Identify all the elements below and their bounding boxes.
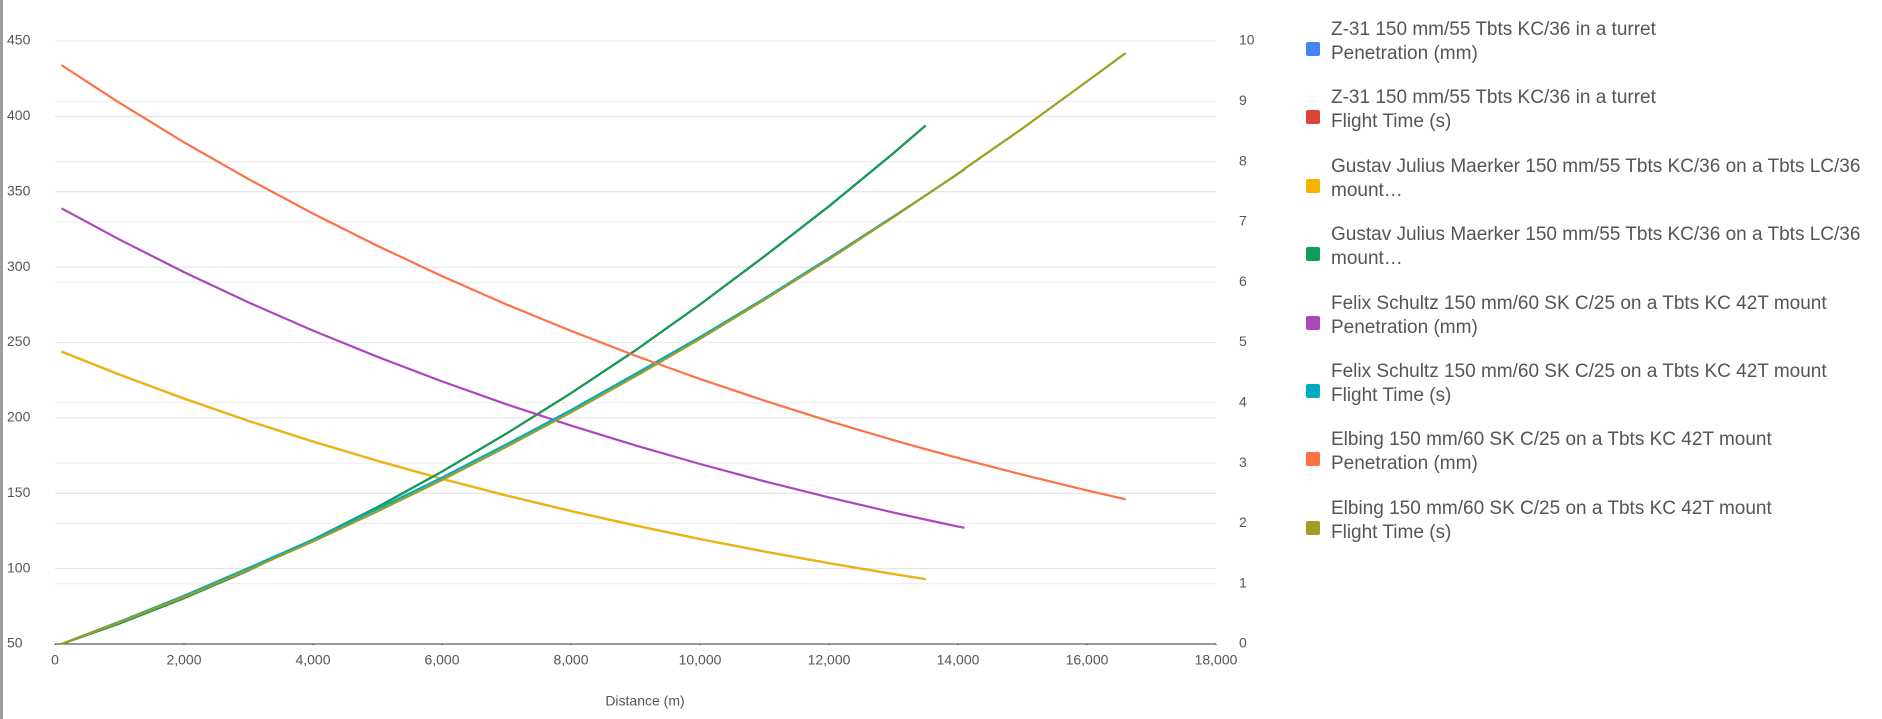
y2-tick-label: 3 [1239, 454, 1247, 470]
y-tick-label: 50 [7, 635, 23, 651]
legend-label: Felix Schultz 150 mm/60 SK C/25 on a Tbt… [1331, 292, 1827, 338]
legend-swatch [1306, 383, 1320, 398]
legend-label: Gustav Julius Maerker 150 mm/55 Tbts KC/… [1331, 155, 1861, 201]
legend-item: Z-31 150 mm/55 Tbts KC/36 in a turret Fl… [1303, 86, 1882, 154]
series-line [60, 207, 965, 529]
series-line [61, 350, 926, 581]
x-tick-label: 14,000 [937, 652, 980, 668]
y-tick-label: 250 [7, 333, 31, 349]
legend-swatch [1306, 178, 1320, 193]
legend-item: Felix Schultz 150 mm/60 SK C/25 on a Tbt… [1303, 360, 1882, 428]
legend-label: Elbing 150 mm/60 SK C/25 on a Tbts KC 42… [1331, 497, 1772, 543]
series-line [61, 350, 926, 581]
legend-swatch [1306, 315, 1320, 330]
legend-item: Felix Schultz 150 mm/60 SK C/25 on a Tbt… [1303, 292, 1882, 360]
y-tick-label: 200 [7, 409, 31, 425]
y2-tick-label: 9 [1239, 92, 1247, 108]
x-axis-title: Distance (m) [605, 693, 684, 709]
x-tick-label: 10,000 [679, 652, 722, 668]
x-tick-label: 18,000 [1195, 652, 1238, 668]
legend-swatch [1306, 520, 1320, 535]
x-tick-label: 4,000 [295, 652, 330, 668]
legend-item: Elbing 150 mm/60 SK C/25 on a Tbts KC 42… [1303, 497, 1882, 565]
series-line [61, 52, 1127, 646]
x-tick-label: 2,000 [166, 652, 201, 668]
legend-item: Elbing 150 mm/60 SK C/25 on a Tbts KC 42… [1303, 428, 1882, 496]
legend-label: Z-31 150 mm/55 Tbts KC/36 in a turret Fl… [1331, 87, 1656, 133]
y2-tick-label: 6 [1239, 273, 1247, 289]
legend-item: Gustav Julius Maerker 150 mm/55 Tbts KC/… [1303, 155, 1882, 223]
series-line [61, 124, 927, 646]
y-tick-label: 350 [7, 182, 31, 198]
series-line [61, 124, 927, 646]
legend-swatch [1306, 110, 1320, 125]
y-tick-label: 100 [7, 559, 31, 575]
y2-tick-label: 2 [1239, 514, 1247, 530]
y2-tick-label: 8 [1239, 152, 1247, 168]
y2-tick-label: 0 [1239, 635, 1247, 651]
x-tick-label: 6,000 [424, 652, 459, 668]
legend-label: Gustav Julius Maerker 150 mm/55 Tbts KC/… [1331, 224, 1861, 270]
legend-swatch [1306, 42, 1320, 56]
legend: Z-31 150 mm/55 Tbts KC/36 in a turret Pe… [1303, 18, 1882, 565]
series-line [60, 64, 1126, 501]
x-tick-label: 16,000 [1066, 652, 1109, 668]
y-tick-label: 450 [7, 32, 31, 48]
legend-label: Z-31 150 mm/55 Tbts KC/36 in a turret Pe… [1331, 19, 1656, 64]
legend-item: Z-31 150 mm/55 Tbts KC/36 in a turret Pe… [1303, 18, 1882, 86]
y2-tick-label: 10 [1239, 32, 1255, 48]
legend-label: Elbing 150 mm/60 SK C/25 on a Tbts KC 42… [1331, 429, 1772, 475]
chart: Distance (m) 501001502002503003504004500… [7, 32, 1255, 709]
x-tick-label: 12,000 [808, 652, 851, 668]
y-tick-label: 150 [7, 484, 31, 500]
y2-tick-label: 4 [1239, 394, 1247, 410]
x-tick-label: 0 [51, 652, 59, 668]
legend-item: Gustav Julius Maerker 150 mm/55 Tbts KC/… [1303, 223, 1882, 291]
legend-label: Felix Schultz 150 mm/60 SK C/25 on a Tbt… [1331, 360, 1827, 406]
legend-swatch [1306, 247, 1320, 262]
y2-tick-label: 5 [1239, 333, 1247, 349]
y-tick-label: 300 [7, 258, 31, 274]
y2-tick-label: 1 [1239, 574, 1247, 590]
legend-swatch [1306, 452, 1320, 467]
y2-tick-label: 7 [1239, 213, 1247, 229]
y-tick-label: 400 [7, 107, 31, 123]
x-tick-label: 8,000 [553, 652, 588, 668]
